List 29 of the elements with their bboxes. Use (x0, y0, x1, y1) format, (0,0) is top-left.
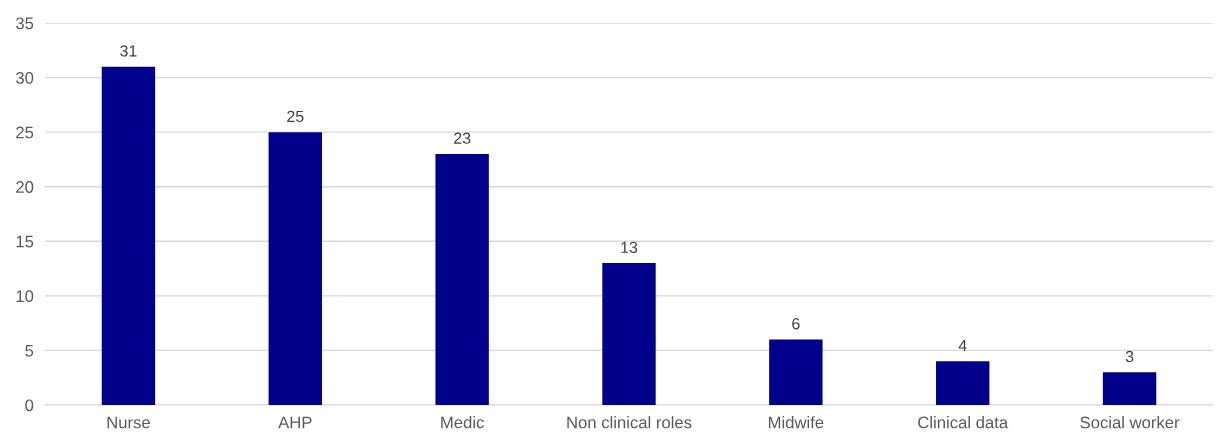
y-tick-label: 35 (15, 17, 34, 30)
bar (101, 66, 156, 405)
y-tick-label: 0 (25, 399, 34, 412)
bar (936, 361, 990, 405)
x-tick-label: Nurse (107, 416, 150, 429)
data-label: 4 (958, 340, 967, 352)
data-label: 25 (287, 110, 304, 123)
bar (435, 153, 489, 405)
data-label: 3 (1125, 350, 1134, 363)
data-label: 13 (621, 241, 638, 254)
x-tick-label: Social worker (1080, 416, 1180, 429)
x-tick-label: Clinical data (918, 416, 1009, 429)
x-tick-label: Non clinical roles (567, 416, 692, 429)
bar (602, 263, 656, 405)
data-label: 23 (454, 132, 471, 144)
y-tick-label: 15 (16, 235, 34, 248)
y-tick-label: 25 (16, 126, 34, 139)
bar (268, 132, 322, 405)
y-tick-label: 10 (16, 290, 34, 303)
x-tick-label: Midwife (768, 416, 824, 429)
x-tick-label: Medic (441, 416, 484, 429)
data-label: 31 (120, 45, 137, 57)
bar (1102, 372, 1157, 405)
x-tick-label: AHP (278, 416, 312, 429)
y-tick-label: 5 (25, 345, 34, 357)
data-label: 6 (792, 318, 800, 330)
bar (769, 339, 823, 405)
y-tick-label: 30 (15, 71, 34, 84)
y-tick-label: 20 (16, 181, 34, 193)
